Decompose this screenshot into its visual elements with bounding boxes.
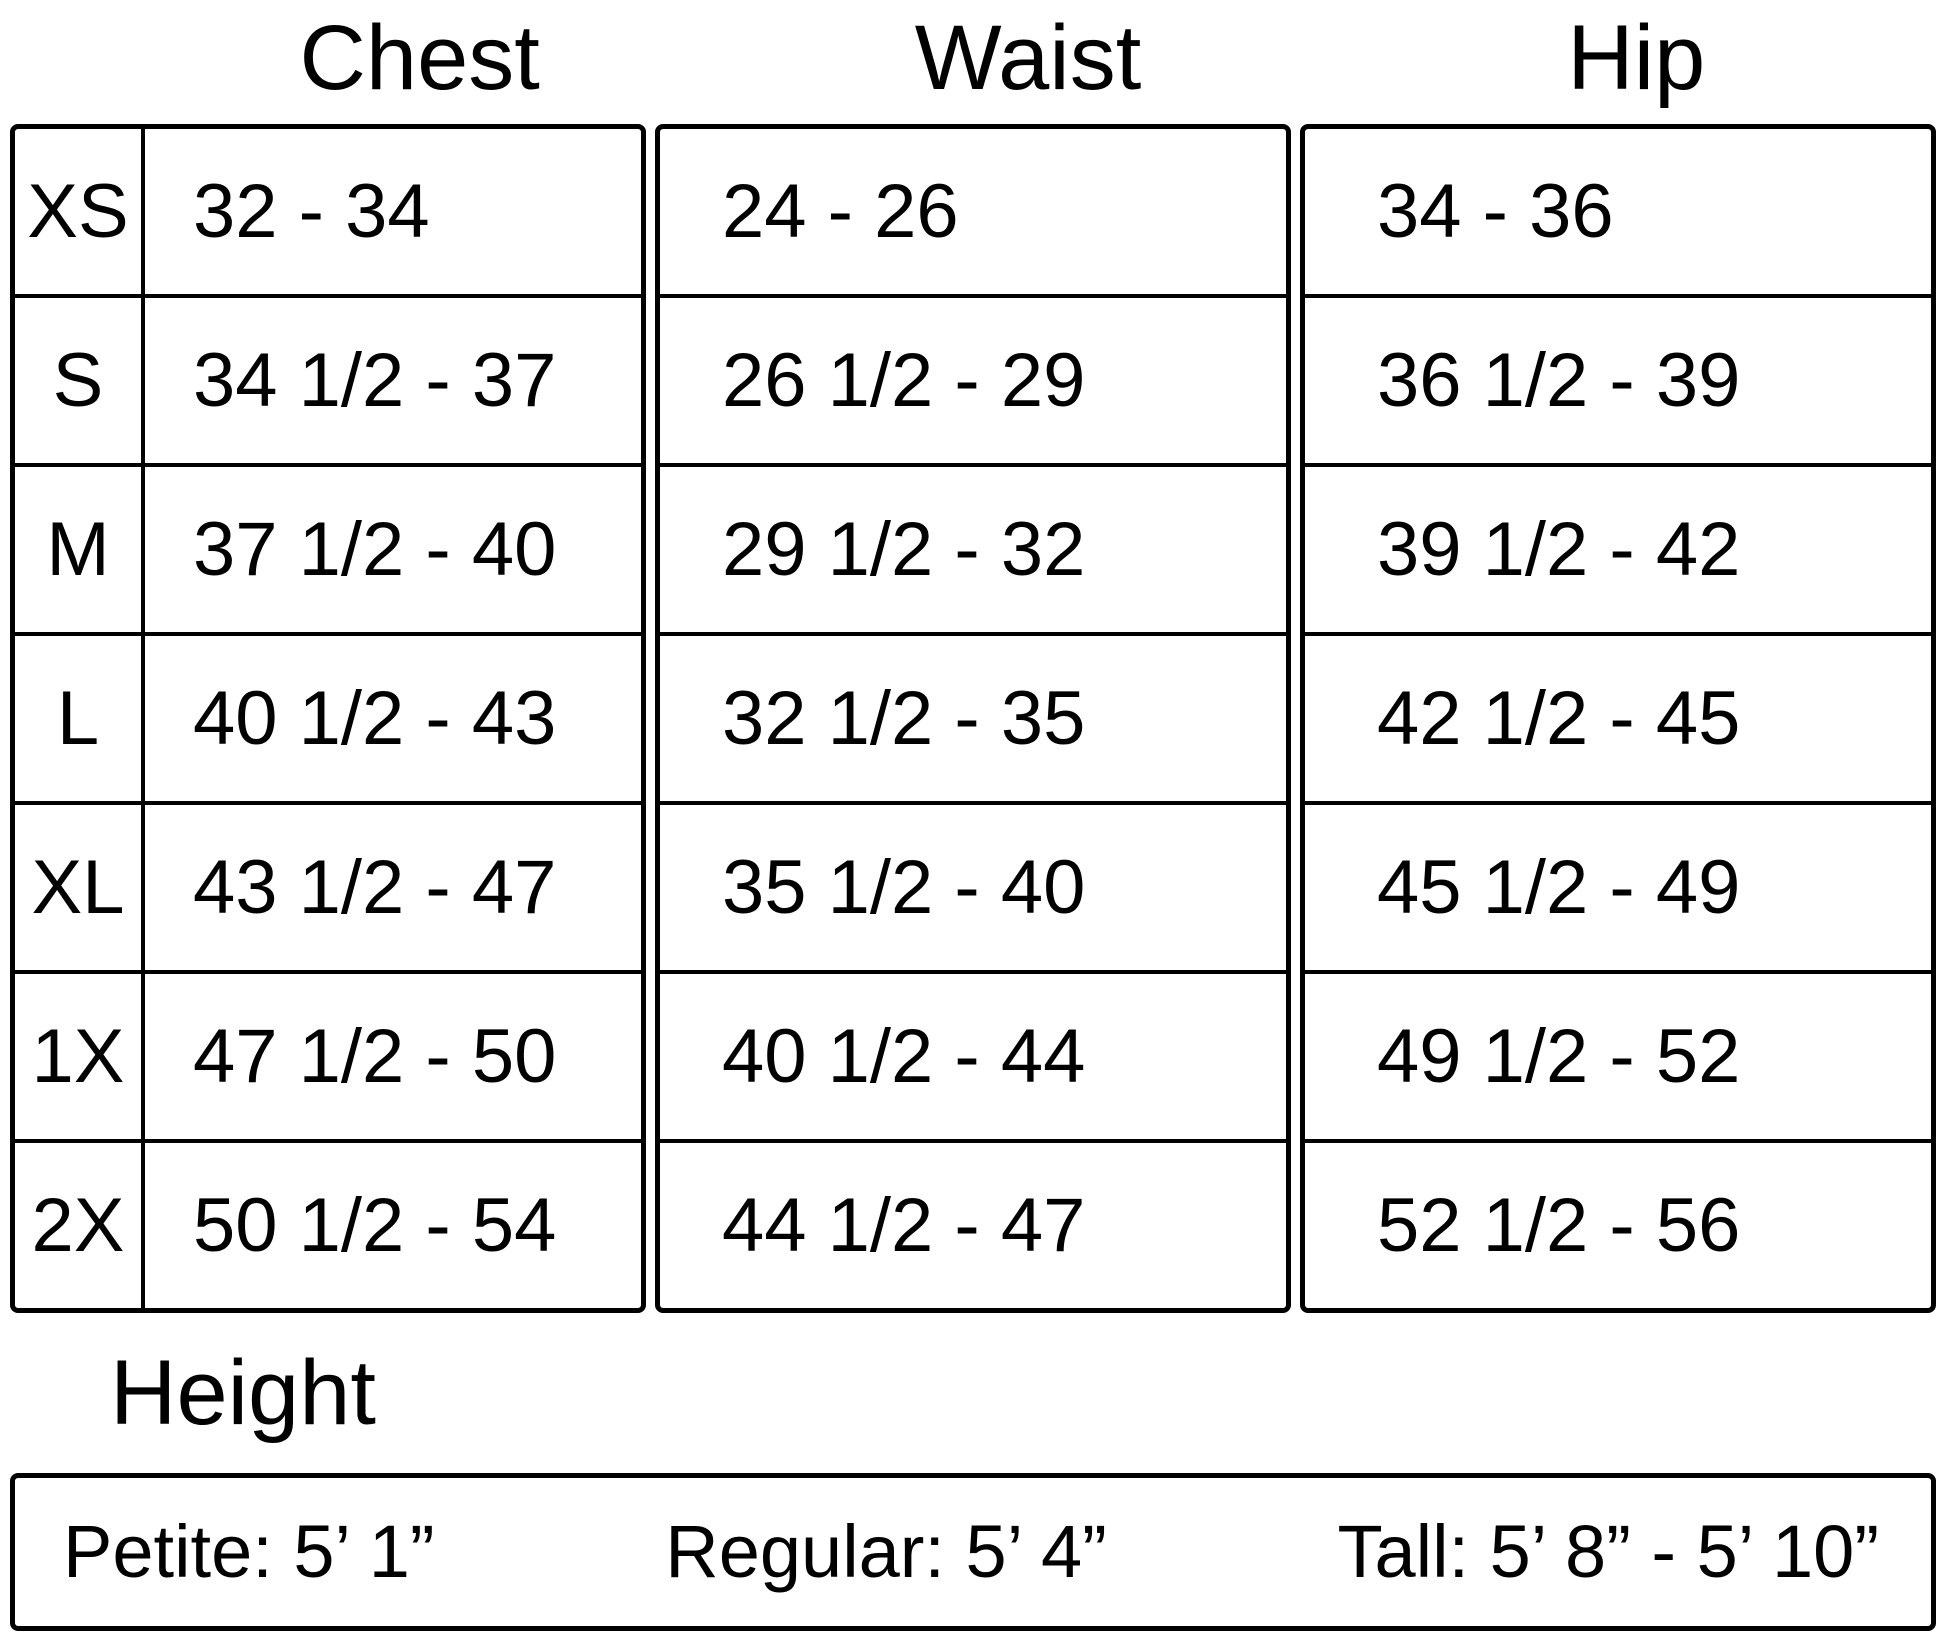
table-row-l: 42 1/2 - 45	[1305, 636, 1931, 805]
waist-value: 29 1/2 - 32	[722, 506, 1086, 592]
size-label: XL	[15, 804, 145, 970]
size-label: M	[15, 466, 145, 632]
table-row-1x: 40 1/2 - 44	[660, 974, 1286, 1143]
column-header-waist: Waist	[914, 7, 1142, 109]
column-header-row: Chest Waist Hip	[10, 6, 1936, 112]
waist-value: 40 1/2 - 44	[722, 1013, 1086, 1099]
waist-value: 24 - 26	[722, 168, 959, 254]
waist-value: 44 1/2 - 47	[722, 1182, 1086, 1268]
waist-value: 32 1/2 - 35	[722, 675, 1086, 761]
table-row-m: 29 1/2 - 32	[660, 467, 1286, 636]
size-label: L	[15, 635, 145, 801]
table-row-xl: 45 1/2 - 49	[1305, 805, 1931, 974]
table-row-l: 32 1/2 - 35	[660, 636, 1286, 805]
chest-value: 43 1/2 - 47	[193, 844, 557, 930]
table-row-xs: XS 32 - 34	[15, 128, 641, 298]
height-tall-value: Tall: 5’ 8” - 5’ 10”	[1337, 1510, 1879, 1594]
hip-value: 36 1/2 - 39	[1377, 337, 1741, 423]
waist-value: 26 1/2 - 29	[722, 337, 1086, 423]
size-label: XS	[15, 128, 145, 294]
table-row-xs: 34 - 36	[1305, 129, 1931, 298]
hip-value: 34 - 36	[1377, 168, 1614, 254]
table-row-1x: 1X 47 1/2 - 50	[15, 973, 641, 1143]
waist-value: 35 1/2 - 40	[722, 844, 1086, 930]
waist-measurements-table: 24 - 26 26 1/2 - 29 29 1/2 - 32 32 1/2 - 35…	[655, 123, 1291, 1313]
hip-value: 45 1/2 - 49	[1377, 844, 1741, 930]
chest-measurements-table: XS 32 - 34 S 34 1/2 - 37 M 37 1/2 - 40 L 40 1/2…	[10, 123, 646, 1313]
height-petite-value: Petite: 5’ 1”	[63, 1510, 435, 1594]
column-header-chest: Chest	[299, 7, 540, 109]
size-table: XS 32 - 34 S 34 1/2 - 37 M 37 1/2 - 40 L 40 1/2…	[10, 123, 1936, 1313]
table-row-l: L 40 1/2 - 43	[15, 635, 641, 805]
hip-value: 39 1/2 - 42	[1377, 506, 1741, 592]
chest-value: 40 1/2 - 43	[193, 675, 557, 761]
height-regular-value: Regular: 5’ 4”	[665, 1510, 1107, 1594]
table-row-m: 39 1/2 - 42	[1305, 467, 1931, 636]
column-header-hip: Hip	[1567, 7, 1706, 109]
table-row-s: S 34 1/2 - 37	[15, 297, 641, 467]
size-label: S	[15, 297, 145, 463]
chest-value: 37 1/2 - 40	[193, 506, 557, 592]
height-section-title: Height	[110, 1341, 376, 1444]
table-row-m: M 37 1/2 - 40	[15, 466, 641, 636]
table-row-xl: XL 43 1/2 - 47	[15, 804, 641, 974]
table-row-xl: 35 1/2 - 40	[660, 805, 1286, 974]
chest-value: 32 - 34	[193, 168, 430, 254]
hip-value: 52 1/2 - 56	[1377, 1182, 1741, 1268]
chest-value: 34 1/2 - 37	[193, 337, 557, 423]
table-row-2x: 52 1/2 - 56	[1305, 1143, 1931, 1308]
hip-measurements-table: 34 - 36 36 1/2 - 39 39 1/2 - 42 42 1/2 - 45…	[1300, 123, 1936, 1313]
size-label: 2X	[15, 1142, 145, 1308]
chest-value: 47 1/2 - 50	[193, 1013, 557, 1099]
hip-value: 42 1/2 - 45	[1377, 675, 1741, 761]
table-row-xs: 24 - 26	[660, 129, 1286, 298]
table-row-1x: 49 1/2 - 52	[1305, 974, 1931, 1143]
table-row-s: 26 1/2 - 29	[660, 298, 1286, 467]
hip-value: 49 1/2 - 52	[1377, 1013, 1741, 1099]
table-row-2x: 44 1/2 - 47	[660, 1143, 1286, 1308]
table-row-s: 36 1/2 - 39	[1305, 298, 1931, 467]
size-label: 1X	[15, 973, 145, 1139]
chest-value: 50 1/2 - 54	[193, 1182, 557, 1268]
table-row-2x: 2X 50 1/2 - 54	[15, 1142, 641, 1308]
height-table: Petite: 5’ 1” Regular: 5’ 4” Tall: 5’ 8”…	[10, 1472, 1936, 1631]
